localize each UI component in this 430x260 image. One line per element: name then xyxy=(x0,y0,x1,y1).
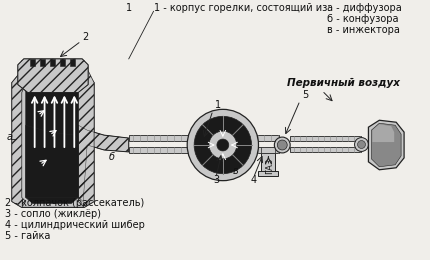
Bar xyxy=(60,59,65,66)
Bar xyxy=(40,59,45,66)
Polygon shape xyxy=(372,124,394,142)
Bar xyxy=(50,59,55,66)
Text: б: б xyxy=(109,152,115,162)
Text: 3 - сопло (жиклёр): 3 - сопло (жиклёр) xyxy=(5,209,101,219)
Text: 2 - колпачок (рассекатель): 2 - колпачок (рассекатель) xyxy=(5,198,144,209)
Text: Первичный воздух: Первичный воздух xyxy=(287,77,400,88)
Text: в: в xyxy=(233,166,239,176)
Text: а - диффузора: а - диффузора xyxy=(327,3,402,13)
Bar xyxy=(129,147,280,153)
Bar xyxy=(30,59,35,66)
Polygon shape xyxy=(26,125,78,198)
Circle shape xyxy=(355,138,369,151)
Text: 1: 1 xyxy=(126,3,132,13)
Text: а: а xyxy=(7,132,13,142)
Text: 1 - корпус горелки, состоящий из:: 1 - корпус горелки, состоящий из: xyxy=(154,3,330,13)
Bar xyxy=(70,59,75,66)
Polygon shape xyxy=(12,71,26,207)
Circle shape xyxy=(277,140,287,150)
Polygon shape xyxy=(78,71,94,207)
Polygon shape xyxy=(12,61,94,207)
Circle shape xyxy=(217,139,229,151)
Polygon shape xyxy=(78,125,129,202)
Text: б - конфузора: б - конфузора xyxy=(327,14,398,24)
Bar xyxy=(290,136,362,141)
Text: 5 - гайка: 5 - гайка xyxy=(5,231,50,241)
Polygon shape xyxy=(369,120,404,170)
Polygon shape xyxy=(372,123,401,167)
Circle shape xyxy=(187,109,258,181)
Polygon shape xyxy=(18,59,88,93)
Text: 2: 2 xyxy=(82,32,89,42)
Bar xyxy=(290,147,362,152)
Text: 1: 1 xyxy=(215,100,221,110)
Circle shape xyxy=(194,116,252,174)
Bar xyxy=(258,171,278,176)
Text: ГАЗ: ГАЗ xyxy=(265,158,274,174)
Circle shape xyxy=(209,131,236,159)
Text: 4: 4 xyxy=(251,175,257,185)
Bar xyxy=(129,135,280,141)
Text: 4 - цилиндрический шибер: 4 - цилиндрический шибер xyxy=(5,220,145,230)
Circle shape xyxy=(274,137,290,153)
Text: 3: 3 xyxy=(213,175,219,185)
Bar xyxy=(261,153,275,173)
Bar xyxy=(261,147,275,153)
Text: в - инжектора: в - инжектора xyxy=(327,25,400,35)
Circle shape xyxy=(357,141,366,148)
Polygon shape xyxy=(26,81,78,203)
Text: 5: 5 xyxy=(302,90,308,100)
